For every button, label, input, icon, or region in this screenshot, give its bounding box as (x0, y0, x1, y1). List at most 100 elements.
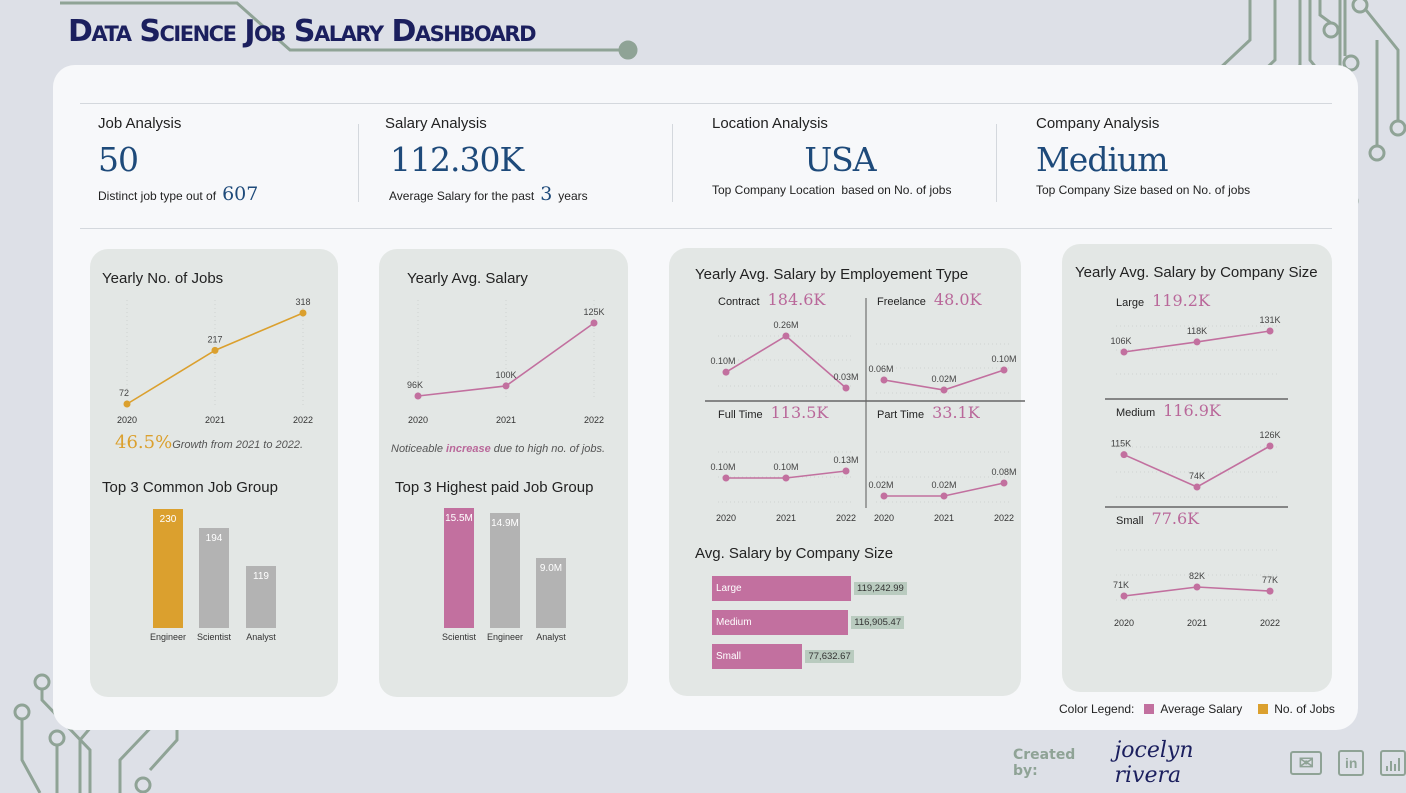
hbar-value-label: 119,242.99 (854, 582, 907, 595)
legend-title: Color Legend: (1059, 702, 1135, 716)
bar-value-label: 15.5M (445, 513, 473, 524)
bar-value-label: 14.9M (491, 517, 519, 529)
card-jobs (90, 249, 338, 697)
bar: 230 (153, 509, 183, 628)
kpi-label: Salary Analysis (385, 115, 487, 132)
panel-name: Freelance (877, 296, 926, 308)
bar-category-label: Analyst (246, 632, 276, 642)
panel-label-small: Small 77.6K (1116, 510, 1199, 530)
growth-text: Growth from 2021 to 2022. (172, 439, 304, 451)
hbar: Medium (712, 610, 849, 635)
chart-title: Yearly Avg. Salary by Company Size (1075, 264, 1318, 281)
caption-number: 607 (222, 183, 259, 205)
divider (358, 124, 359, 202)
panel-label-part-time: Part Time 33.1K (877, 404, 980, 424)
panel-value: 48.0K (933, 290, 982, 309)
bar-category-label: Analyst (536, 632, 566, 642)
kpi-value: USA (804, 140, 876, 179)
kpi-value: 50 (98, 140, 139, 179)
bar-value-label: 194 (205, 532, 223, 544)
kpi-label: Job Analysis (98, 115, 182, 132)
bar: 9.0M (536, 558, 566, 628)
hbar-value-label: 77,632.67 (805, 650, 854, 663)
note-text: Noticeable (391, 443, 443, 455)
legend-item: No. of Jobs (1274, 702, 1335, 716)
panel-label-full-time: Full Time 113.5K (718, 404, 828, 424)
panel-name: Full Time (718, 409, 763, 421)
kpi-caption: Top Company Location based on No. of job… (712, 183, 952, 197)
chart-title: Yearly Avg. Salary (407, 270, 528, 287)
caption-text: Average Salary for the past (389, 189, 535, 203)
divider (80, 228, 1332, 229)
mail-icon[interactable]: ✉ (1290, 751, 1323, 775)
kpi-caption: Top Company Size based on No. of jobs (1036, 183, 1251, 197)
legend-swatch-salary (1144, 704, 1155, 714)
bar-value-label: 119 (253, 571, 269, 583)
panel-name: Contract (718, 296, 760, 308)
kpi-salary-analysis: Salary Analysis 112.30K Average Salary f… (385, 115, 588, 205)
color-legend: Color Legend: Average Salary No. of Jobs (1059, 702, 1335, 716)
kpi-caption: Average Salary for the past 3 years (389, 183, 588, 205)
panel-value: 116.9K (1163, 401, 1221, 420)
hbar: Large (712, 576, 851, 601)
legend-item: Average Salary (1160, 702, 1243, 716)
panel-value: 77.6K (1151, 509, 1200, 528)
author-signature: jocelyn rivera (1114, 738, 1194, 788)
divider (80, 103, 1332, 104)
chart-title: Top 3 Highest paid Job Group (395, 479, 594, 496)
bar: 14.9M (490, 512, 520, 628)
kpi-label: Company Analysis (1036, 115, 1160, 132)
bar-category-label: Engineer (149, 632, 187, 642)
kpi-company-analysis: Company Analysis Medium Top Company Size… (1036, 115, 1250, 197)
bar-chart-icon[interactable] (1380, 750, 1406, 776)
caption-suffix: years (558, 189, 588, 203)
divider (996, 124, 997, 202)
growth-note: 46.5%Growth from 2021 to 2022. (115, 432, 303, 453)
note-text: due to high no. of jobs. (490, 443, 606, 455)
divider (672, 124, 673, 202)
footer: Created by: jocelyn rivera ✉ in (1013, 738, 1406, 788)
kpi-job-analysis: Job Analysis 50 Distinct job type out of… (98, 115, 264, 205)
kpi-location-analysis: Location Analysis USA Top Company Locati… (712, 115, 968, 197)
caption-text: Distinct job type out of (98, 189, 217, 203)
linkedin-icon[interactable]: in (1338, 750, 1365, 776)
bar-category-label: Scientist (441, 632, 476, 642)
dashboard-title: Data Science Job Salary Dashboard (68, 14, 537, 49)
hbar: Small (712, 644, 803, 669)
caption-number: 3 (540, 183, 553, 205)
chart-title: Yearly Avg. Salary by Employement Type (695, 266, 969, 283)
kpi-label: Location Analysis (712, 115, 828, 132)
panel-value: 113.5K (770, 403, 829, 422)
panel-value: 119.2K (1152, 291, 1210, 310)
panel-name: Large (1116, 297, 1145, 309)
chart-title: Avg. Salary by Company Size (695, 545, 894, 562)
kpi-caption: Distinct job type out of 607 (98, 183, 264, 205)
bar-category-label: Scientist (196, 632, 231, 642)
bar: 194 (199, 527, 229, 628)
salary-note: Noticeable increase due to high no. of j… (391, 443, 605, 455)
hbar-value-label: 116,905.47 (851, 616, 905, 629)
panel-name: Part Time (877, 409, 925, 421)
kpi-value: 112.30K (390, 140, 524, 179)
bar-value-label: 9.0M (539, 563, 563, 575)
legend-swatch-jobs (1258, 704, 1269, 714)
created-by-label: Created by: (1013, 747, 1076, 779)
panel-label-medium: Medium 116.9K (1116, 402, 1221, 422)
panel-name: Medium (1116, 407, 1156, 419)
kpi-value: Medium (1036, 140, 1169, 179)
panel-label-large: Large 119.2K (1116, 292, 1210, 312)
growth-value: 46.5% (115, 432, 173, 453)
bar: 119 (246, 566, 276, 628)
panel-value: 184.6K (767, 290, 826, 309)
panel-label-contract: Contract 184.6K (718, 291, 825, 311)
chart-title: Top 3 Common Job Group (102, 479, 278, 496)
bar: 15.5M (444, 508, 474, 628)
panel-name: Small (1116, 515, 1144, 527)
card-salary (379, 249, 628, 697)
chart-title: Yearly No. of Jobs (102, 270, 224, 287)
panel-value: 33.1K (932, 403, 980, 422)
bar-category-label: Engineer (486, 632, 524, 642)
note-emphasis: increase (446, 443, 491, 455)
panel-label-freelance: Freelance 48.0K (877, 291, 982, 311)
bar-value-label: 230 (159, 514, 177, 525)
